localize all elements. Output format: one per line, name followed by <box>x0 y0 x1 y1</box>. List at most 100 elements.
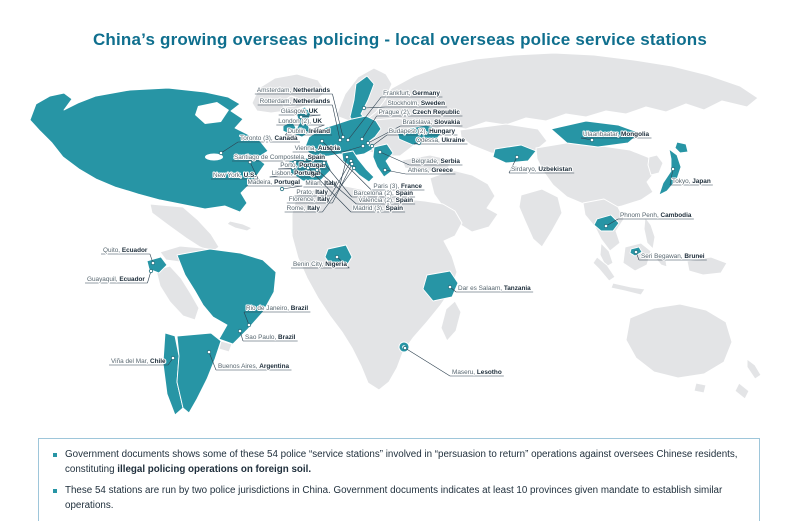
station-label: Valencia (2), Spain <box>358 197 413 204</box>
station-label: Rome, Italy <box>287 205 321 212</box>
station-label: Glasgow, UK <box>281 108 319 115</box>
station-label: Stockholm, Sweden <box>387 100 445 107</box>
leader-line <box>336 256 350 269</box>
station-label-group: Rome, Italy <box>284 165 357 213</box>
station-label: Phnom Penh, Cambodia <box>620 212 692 219</box>
station-dot <box>288 171 294 177</box>
station-label-group: Buenos Aires, Argentina <box>206 349 292 371</box>
landmass-malay-peninsula <box>599 242 614 268</box>
station-label-group: Belgrade, Serbia <box>377 149 463 166</box>
station-dot <box>279 186 285 192</box>
leader-line <box>323 162 352 198</box>
station-label-group: Ulaanbaatar, Mongolia <box>580 130 652 143</box>
country-uzbekistan <box>492 144 537 164</box>
station-dot <box>246 322 252 328</box>
leader-line <box>384 169 406 175</box>
station-label-group: Seri Begawan, Brunei <box>633 249 707 261</box>
landmass-india <box>518 188 563 248</box>
landmass-greenland <box>251 73 327 114</box>
station-label: Barcelona (2), Spain <box>354 190 413 197</box>
station-label-group: Athens, Greece <box>382 166 456 175</box>
station-label-group: Maseru, Lesotho <box>402 345 504 377</box>
station-label-group: Tokyo, Japan <box>669 166 713 186</box>
station-label-group: Dublin, Ireland <box>285 127 333 136</box>
station-dot <box>670 166 676 172</box>
leader-line <box>404 347 451 377</box>
station-label-group: Florence, Italy <box>286 161 355 204</box>
leader-line <box>316 169 357 205</box>
station-label-group: Madrid (3), Spain <box>305 165 406 213</box>
country-brazil <box>176 248 277 345</box>
leader-line <box>332 104 341 141</box>
station-label-group: Guayaquil, Ecuador <box>85 268 154 284</box>
station-dot <box>402 345 408 351</box>
landmass-africa <box>291 185 463 391</box>
station-label-group: Bratislava, Slovakia <box>365 118 463 146</box>
station-dot <box>344 154 350 160</box>
landmass-turkey <box>401 154 453 173</box>
station-dot <box>302 129 308 135</box>
station-label: Milan, Italy <box>305 180 337 187</box>
landmass-china <box>535 141 658 211</box>
station-dot <box>340 134 346 140</box>
station-dot <box>365 140 371 146</box>
station-dot <box>416 140 422 146</box>
station-label: Madrid (3), Spain <box>353 205 403 212</box>
leader-line <box>605 218 619 227</box>
landmass-java <box>610 282 646 296</box>
leader-line <box>342 145 364 153</box>
station-label: Toronto (3), Canada <box>240 135 298 142</box>
station-dot <box>349 161 355 167</box>
station-label: Prato, Italy <box>296 189 328 196</box>
station-label: London (2), UK <box>278 118 322 125</box>
station-label-group: Frankfurt, Germany <box>345 89 443 143</box>
footer-notes: Government documents shows some of these… <box>38 438 760 521</box>
station-dot <box>382 167 388 173</box>
leader-line <box>363 106 386 109</box>
great-lakes <box>205 153 223 161</box>
station-dot <box>589 137 595 143</box>
note-text-pre: These 54 stations are run by two police … <box>65 485 723 512</box>
station-label: Vienna, Austria <box>295 145 341 152</box>
hudson-bay <box>195 102 229 124</box>
station-label: Ulaanbaatar, Mongolia <box>583 131 650 138</box>
station-label-group: Sao Paulo, Brazil <box>237 328 298 342</box>
station-label: Tokyo, Japan <box>672 178 711 185</box>
leader-line <box>304 124 325 133</box>
station-label-group: London (2), UK <box>276 117 325 135</box>
country-argentina <box>176 332 222 414</box>
landmass-australia <box>625 303 733 379</box>
leader-line <box>208 351 217 371</box>
landmass-sumatra <box>592 256 616 282</box>
leader-line <box>220 141 239 154</box>
station-dot <box>292 159 298 165</box>
station-label-group: Prague (2), Czech Republic <box>359 108 463 142</box>
station-label: Prague (2), Czech Republic <box>379 109 461 116</box>
station-label: Rotterdam, Netherlands <box>260 98 331 105</box>
station-label-group: New York, U.S. <box>211 159 259 180</box>
leader-line <box>339 156 348 188</box>
station-label: Odessa, Ukraine <box>416 137 465 144</box>
station-dot <box>305 165 311 171</box>
station-label-group: Toronto (3), Canada <box>218 134 300 156</box>
station-dot <box>334 254 340 260</box>
leader-line <box>508 156 518 174</box>
leader-line <box>281 185 303 190</box>
station-label: Maseru, Lesotho <box>452 369 502 376</box>
footer-note-text: These 54 stations are run by two police … <box>65 484 745 513</box>
leader-line <box>269 173 292 178</box>
footer-bullet-1: Government documents shows some of these… <box>51 448 745 477</box>
station-label-group: Odessa, Ukraine <box>413 136 468 146</box>
station-label-group: Stockholm, Sweden <box>361 99 448 111</box>
country-japan-hokkaido <box>674 141 689 154</box>
station-dot <box>150 260 156 266</box>
landmass-caribbean <box>226 220 253 232</box>
landmass-mexico <box>149 203 220 253</box>
station-label-group: Madeira, Portugal <box>245 178 303 192</box>
station-label: Viña del Mar, Chile <box>111 358 166 365</box>
footer-bullet-2: These 54 stations are run by two police … <box>51 484 745 513</box>
station-dot <box>514 154 520 160</box>
station-label: Sao Paulo, Brazil <box>245 334 296 341</box>
station-label-group: Budapest (2), Hungary <box>369 127 458 149</box>
